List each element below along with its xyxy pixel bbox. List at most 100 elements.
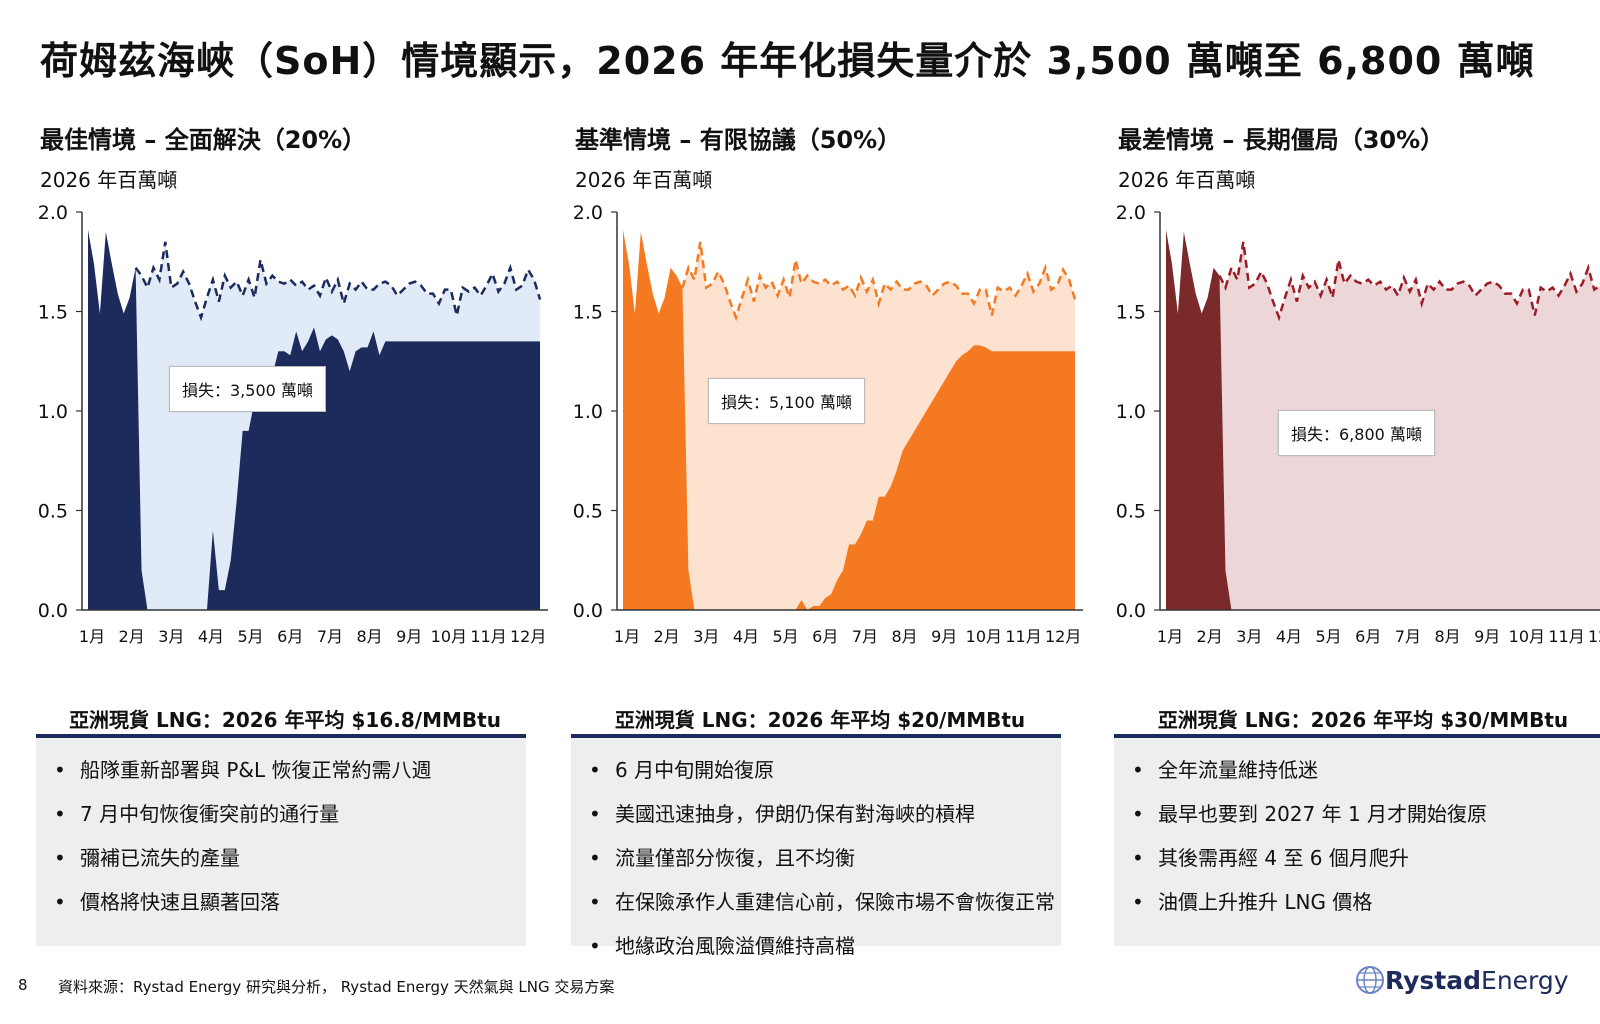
x-tick-label: 9月 bbox=[931, 627, 957, 646]
bullet-item: 價格將快速且顯著回落 bbox=[54, 880, 526, 924]
x-tick-label: 1月 bbox=[614, 627, 640, 646]
y-tick-label: 0.0 bbox=[573, 600, 603, 622]
loss-annotation: 損失：6,800 萬噸 bbox=[1278, 410, 1435, 456]
x-tick-label: 2月 bbox=[1197, 627, 1223, 646]
x-tick-label: 12月 bbox=[510, 627, 546, 646]
bullet-item: 在保險承作人重建信心前，保險市場不會恢復正常 bbox=[589, 880, 1061, 924]
logo-wordmark: RystadEnergy bbox=[1385, 965, 1569, 995]
chart-unit-label: 2026 年百萬噸 bbox=[40, 168, 178, 192]
x-tick-label: 5月 bbox=[1316, 627, 1342, 646]
x-tick-label: 3月 bbox=[158, 627, 184, 646]
page-title: 荷姆茲海峽（SoH）情境顯示，2026 年年化損失量介於 3,500 萬噸至 6… bbox=[40, 39, 1535, 83]
bullet-item: 其後需再經 4 至 6 個月爬升 bbox=[1132, 836, 1600, 880]
scenario-panel-worst: 最差情境 – 長期僵局（30%） 2026 年百萬噸 2.0 1.5 1.0 0.5 0… bbox=[1114, 0, 1600, 1024]
x-tick-label: 1月 bbox=[79, 627, 105, 646]
scenario-panel-base: 基準情境 – 有限協議（50%） 2026 年百萬噸 2.0 1.5 1.0 0.5 0… bbox=[571, 0, 1083, 1024]
globe-icon bbox=[1356, 966, 1384, 994]
bullet-item: 美國迅速抽身，伊朗仍保有對海峽的槓桿 bbox=[589, 792, 1061, 836]
x-tick-label: 6月 bbox=[277, 627, 303, 646]
chart-unit-label: 2026 年百萬噸 bbox=[575, 168, 713, 192]
x-tick-label: 10月 bbox=[966, 627, 1002, 646]
bullet-box: 全年流量維持低迷 最早也要到 2027 年 1 月才開始復原 其後需再經 4 至… bbox=[1114, 734, 1600, 946]
bullet-item: 船隊重新部署與 P&L 恢復正常約需八週 bbox=[54, 748, 526, 792]
y-tick-label: 0.5 bbox=[1116, 501, 1146, 523]
y-tick-label: 1.0 bbox=[1116, 401, 1146, 423]
x-tick-label: 8月 bbox=[891, 627, 917, 646]
x-tick-label: 3月 bbox=[693, 627, 719, 646]
x-tick-label: 4月 bbox=[733, 627, 759, 646]
y-tick-label: 0.5 bbox=[38, 501, 68, 523]
lng-price-label: 亞洲現貨 LNG：2026 年平均 $20/MMBtu bbox=[614, 708, 1026, 732]
scenario-panel-best: 最佳情境 – 全面解決（20%） 2026 年百萬噸 2.0 1.5 1.0 0.5 0… bbox=[36, 0, 548, 1024]
x-tick-label: 3月 bbox=[1236, 627, 1262, 646]
chart-title: 最佳情境 – 全面解決（20%） bbox=[40, 126, 367, 154]
bullet-box: 6 月中旬開始復原 美國迅速抽身，伊朗仍保有對海峽的槓桿 流量僅部分恢復，且不均… bbox=[571, 734, 1061, 968]
chart-svg: 2.0 1.5 1.0 0.5 0.0 1月 2月 3月 4月 5月 6月 7月 8月 9月 10月 11月 1… bbox=[38, 202, 548, 646]
area-chart: 2.0 1.5 1.0 0.5 0.0 1月 2月 3月 4月 5月 6月 7月 8月 9月 10月 11月 1… bbox=[1108, 200, 1600, 670]
x-tick-label: 1月 bbox=[1157, 627, 1183, 646]
actual-flow-area bbox=[88, 229, 541, 610]
bullet-item: 最早也要到 2027 年 1 月才開始復原 bbox=[1132, 792, 1600, 836]
x-tick-label: 10月 bbox=[431, 627, 467, 646]
loss-annotation: 損失：3,500 萬噸 bbox=[169, 366, 326, 412]
chart-unit-label: 2026 年百萬噸 bbox=[1118, 168, 1256, 192]
bullet-item: 流量僅部分恢復，且不均衡 bbox=[589, 836, 1061, 880]
x-tick-label: 12月 bbox=[1588, 627, 1600, 646]
x-tick-label: 7月 bbox=[317, 627, 343, 646]
area-chart: 2.0 1.5 1.0 0.5 0.0 1月 2月 3月 4月 5月 6月 7月 8月 9月 10月 11月 1… bbox=[30, 200, 550, 670]
bullet-item: 6 月中旬開始復原 bbox=[589, 748, 1061, 792]
y-tick-label: 0.0 bbox=[38, 600, 68, 622]
bullet-box: 船隊重新部署與 P&L 恢復正常約需八週 7 月中旬恢復衝突前的通行量 彌補已流… bbox=[36, 734, 526, 946]
x-tick-label: 2月 bbox=[654, 627, 680, 646]
loss-annotation: 損失：5,100 萬噸 bbox=[708, 378, 865, 424]
bullet-item: 地緣政治風險溢價維持高檔 bbox=[589, 924, 1061, 968]
y-tick-label: 0.5 bbox=[573, 501, 603, 523]
x-tick-label: 2月 bbox=[119, 627, 145, 646]
baseline-dashed-line bbox=[681, 241, 1077, 322]
y-tick-label: 1.5 bbox=[1116, 302, 1146, 324]
y-tick-label: 1.0 bbox=[573, 401, 603, 423]
y-tick-label: 2.0 bbox=[573, 202, 603, 224]
lng-price-label: 亞洲現貨 LNG：2026 年平均 $30/MMBtu bbox=[1157, 708, 1569, 732]
x-tick-label: 6月 bbox=[1355, 627, 1381, 646]
y-tick-label: 1.5 bbox=[38, 302, 68, 324]
actual-flow-area bbox=[1166, 229, 1600, 610]
actual-flow-area bbox=[623, 229, 1076, 610]
x-tick-label: 4月 bbox=[198, 627, 224, 646]
x-tick-label: 7月 bbox=[1395, 627, 1421, 646]
area-chart: 2.0 1.5 1.0 0.5 0.0 1月 2月 3月 4月 5月 6月 7月 8月 9月 10月 11月 1… bbox=[565, 200, 1085, 670]
lng-price-label: 亞洲現貨 LNG：2026 年平均 $16.8/MMBtu bbox=[69, 708, 501, 732]
y-tick-label: 0.0 bbox=[1116, 600, 1146, 622]
y-tick-label: 2.0 bbox=[38, 202, 68, 224]
x-tick-label: 4月 bbox=[1276, 627, 1302, 646]
source-note: 資料來源：Rystad Energy 研究與分析， Rystad Energy … bbox=[58, 978, 615, 996]
x-tick-label: 9月 bbox=[1474, 627, 1500, 646]
chart-svg: 2.0 1.5 1.0 0.5 0.0 1月 2月 3月 4月 5月 6月 7月 8月 9月 10月 11月 1… bbox=[573, 202, 1083, 646]
baseline-dashed-line bbox=[134, 241, 542, 322]
x-tick-label: 5月 bbox=[238, 627, 264, 646]
bullet-item: 彌補已流失的產量 bbox=[54, 836, 526, 880]
x-tick-label: 6月 bbox=[812, 627, 838, 646]
page-number: 8 bbox=[18, 976, 28, 994]
x-tick-label: 11月 bbox=[470, 627, 506, 646]
bullet-item: 油價上升推升 LNG 價格 bbox=[1132, 880, 1600, 924]
bullet-item: 7 月中旬恢復衝突前的通行量 bbox=[54, 792, 526, 836]
x-tick-label: 10月 bbox=[1509, 627, 1545, 646]
x-tick-label: 12月 bbox=[1045, 627, 1081, 646]
x-tick-label: 7月 bbox=[852, 627, 878, 646]
baseline-dashed-line bbox=[1218, 241, 1600, 322]
x-tick-label: 8月 bbox=[356, 627, 382, 646]
loss-gap-area bbox=[88, 229, 541, 610]
rystad-logo: RystadEnergy bbox=[1355, 965, 1569, 995]
x-tick-label: 9月 bbox=[396, 627, 422, 646]
y-tick-label: 2.0 bbox=[1116, 202, 1146, 224]
y-tick-label: 1.0 bbox=[38, 401, 68, 423]
bullet-item: 全年流量維持低迷 bbox=[1132, 748, 1600, 792]
x-tick-label: 11月 bbox=[1005, 627, 1041, 646]
x-tick-label: 8月 bbox=[1434, 627, 1460, 646]
x-tick-label: 11月 bbox=[1548, 627, 1584, 646]
chart-title: 最差情境 – 長期僵局（30%） bbox=[1118, 126, 1445, 154]
x-tick-label: 5月 bbox=[773, 627, 799, 646]
y-tick-label: 1.5 bbox=[573, 302, 603, 324]
chart-title: 基準情境 – 有限協議（50%） bbox=[575, 126, 902, 154]
